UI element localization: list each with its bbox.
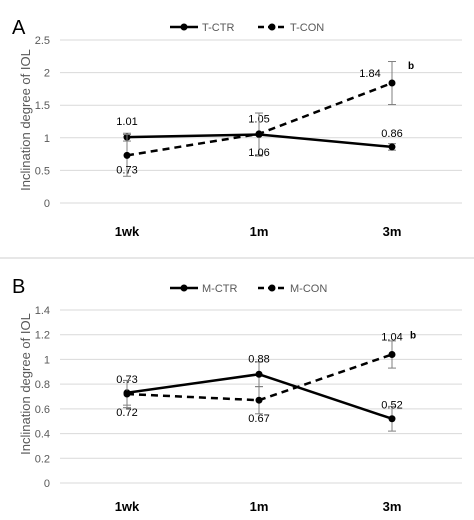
panel-b-y-tick-label: 0.4 [35, 429, 50, 441]
panel-a-x-tick-label: 1m [250, 224, 269, 239]
panel-b-x-tick-label: 3m [383, 499, 402, 514]
panel-b-y-tick-label: 0 [44, 478, 50, 490]
panel-a-y-tick-label: 0 [44, 198, 50, 210]
panel-b-data-label: 0.88 [248, 353, 269, 365]
panel-a-data-label: 1.06 [248, 147, 269, 159]
panel-a-y-tick-label: 2 [44, 68, 50, 80]
panel-b-data-label: 0.52 [381, 400, 402, 412]
panel-b-annotation: b [410, 330, 416, 341]
panel-b: B Inclination degree of IOL 0 0.2 0.4 0.6 0.… [12, 276, 462, 514]
panel-a-y-tick-label: 1 [44, 133, 50, 145]
panel-b-data-point [388, 350, 396, 358]
panel-a-y-tick-label: 0.5 [35, 165, 50, 177]
panel-b-letter: B [12, 276, 25, 298]
panel-b-data-label: 0.73 [116, 374, 137, 386]
panel-a: A Inclination degree of IOL 0 0.5 1 1.5 2 2.5… [12, 17, 462, 239]
panel-b-y-tick-label: 1.2 [35, 330, 50, 342]
panel-a-annotation: b [408, 61, 414, 72]
panel-b-data-point [255, 370, 263, 378]
panel-b-y-tick-label: 0.2 [35, 453, 50, 465]
panel-a-x-tick-label: 3m [383, 224, 402, 239]
panel-b-legend-label: M-CON [290, 283, 327, 295]
panel-a-legend-label: T-CTR [202, 22, 234, 34]
panel-b-legend-marker [180, 284, 188, 292]
panel-b-data-label: 0.67 [248, 413, 269, 425]
panel-a-legend-marker [268, 23, 276, 31]
panel-b-data-point [123, 390, 131, 398]
panel-a-x-tick-label: 1wk [115, 224, 140, 239]
panel-a-y-tick-label: 2.5 [35, 35, 50, 47]
panel-b-data-label: 1.04 [381, 331, 402, 343]
panel-b-data-label: 0.72 [116, 407, 137, 419]
panel-a-legend-label: T-CON [290, 22, 324, 34]
panel-a-data-label: 1.01 [116, 116, 137, 128]
panel-a-data-point [388, 79, 396, 87]
panel-a-data-label: 0.73 [116, 164, 137, 176]
panel-a-data-label: 0.86 [381, 128, 402, 140]
panel-b-x-tick-label: 1wk [115, 499, 140, 514]
panel-b-legend: M-CTR M-CON [170, 283, 327, 295]
panel-a-data-point [123, 151, 131, 159]
panel-b-x-tick-label: 1m [250, 499, 269, 514]
panel-b-legend-label: M-CTR [202, 283, 237, 295]
panel-b-y-axis-label: Inclination degree of IOL [18, 313, 33, 455]
panel-b-y-tick-label: 0.8 [35, 379, 50, 391]
panel-a-data-label: 1.84 [359, 68, 380, 80]
panel-a-legend: T-CTR T-CON [170, 22, 324, 34]
panel-a-letter: A [12, 17, 26, 39]
panel-b-data-point [255, 396, 263, 404]
panel-b-data-point [388, 415, 396, 423]
panel-a-data-point [255, 130, 263, 138]
panel-a-y-tick-label: 1.5 [35, 100, 50, 112]
panel-a-data-point [388, 143, 396, 151]
panel-a-legend-marker [180, 23, 188, 31]
panel-b-y-tick-label: 0.6 [35, 404, 50, 416]
panel-a-y-axis-label: Inclination degree of IOL [18, 49, 33, 191]
panel-b-legend-marker [268, 284, 276, 292]
panel-b-plot: 0 0.2 0.4 0.6 0.8 1 1.2 1.4 1wk 1m 3m M-CTR M-CON 0.7… [35, 283, 462, 514]
panel-b-y-tick-label: 1 [44, 354, 50, 366]
panel-b-y-tick-label: 1.4 [35, 305, 50, 317]
